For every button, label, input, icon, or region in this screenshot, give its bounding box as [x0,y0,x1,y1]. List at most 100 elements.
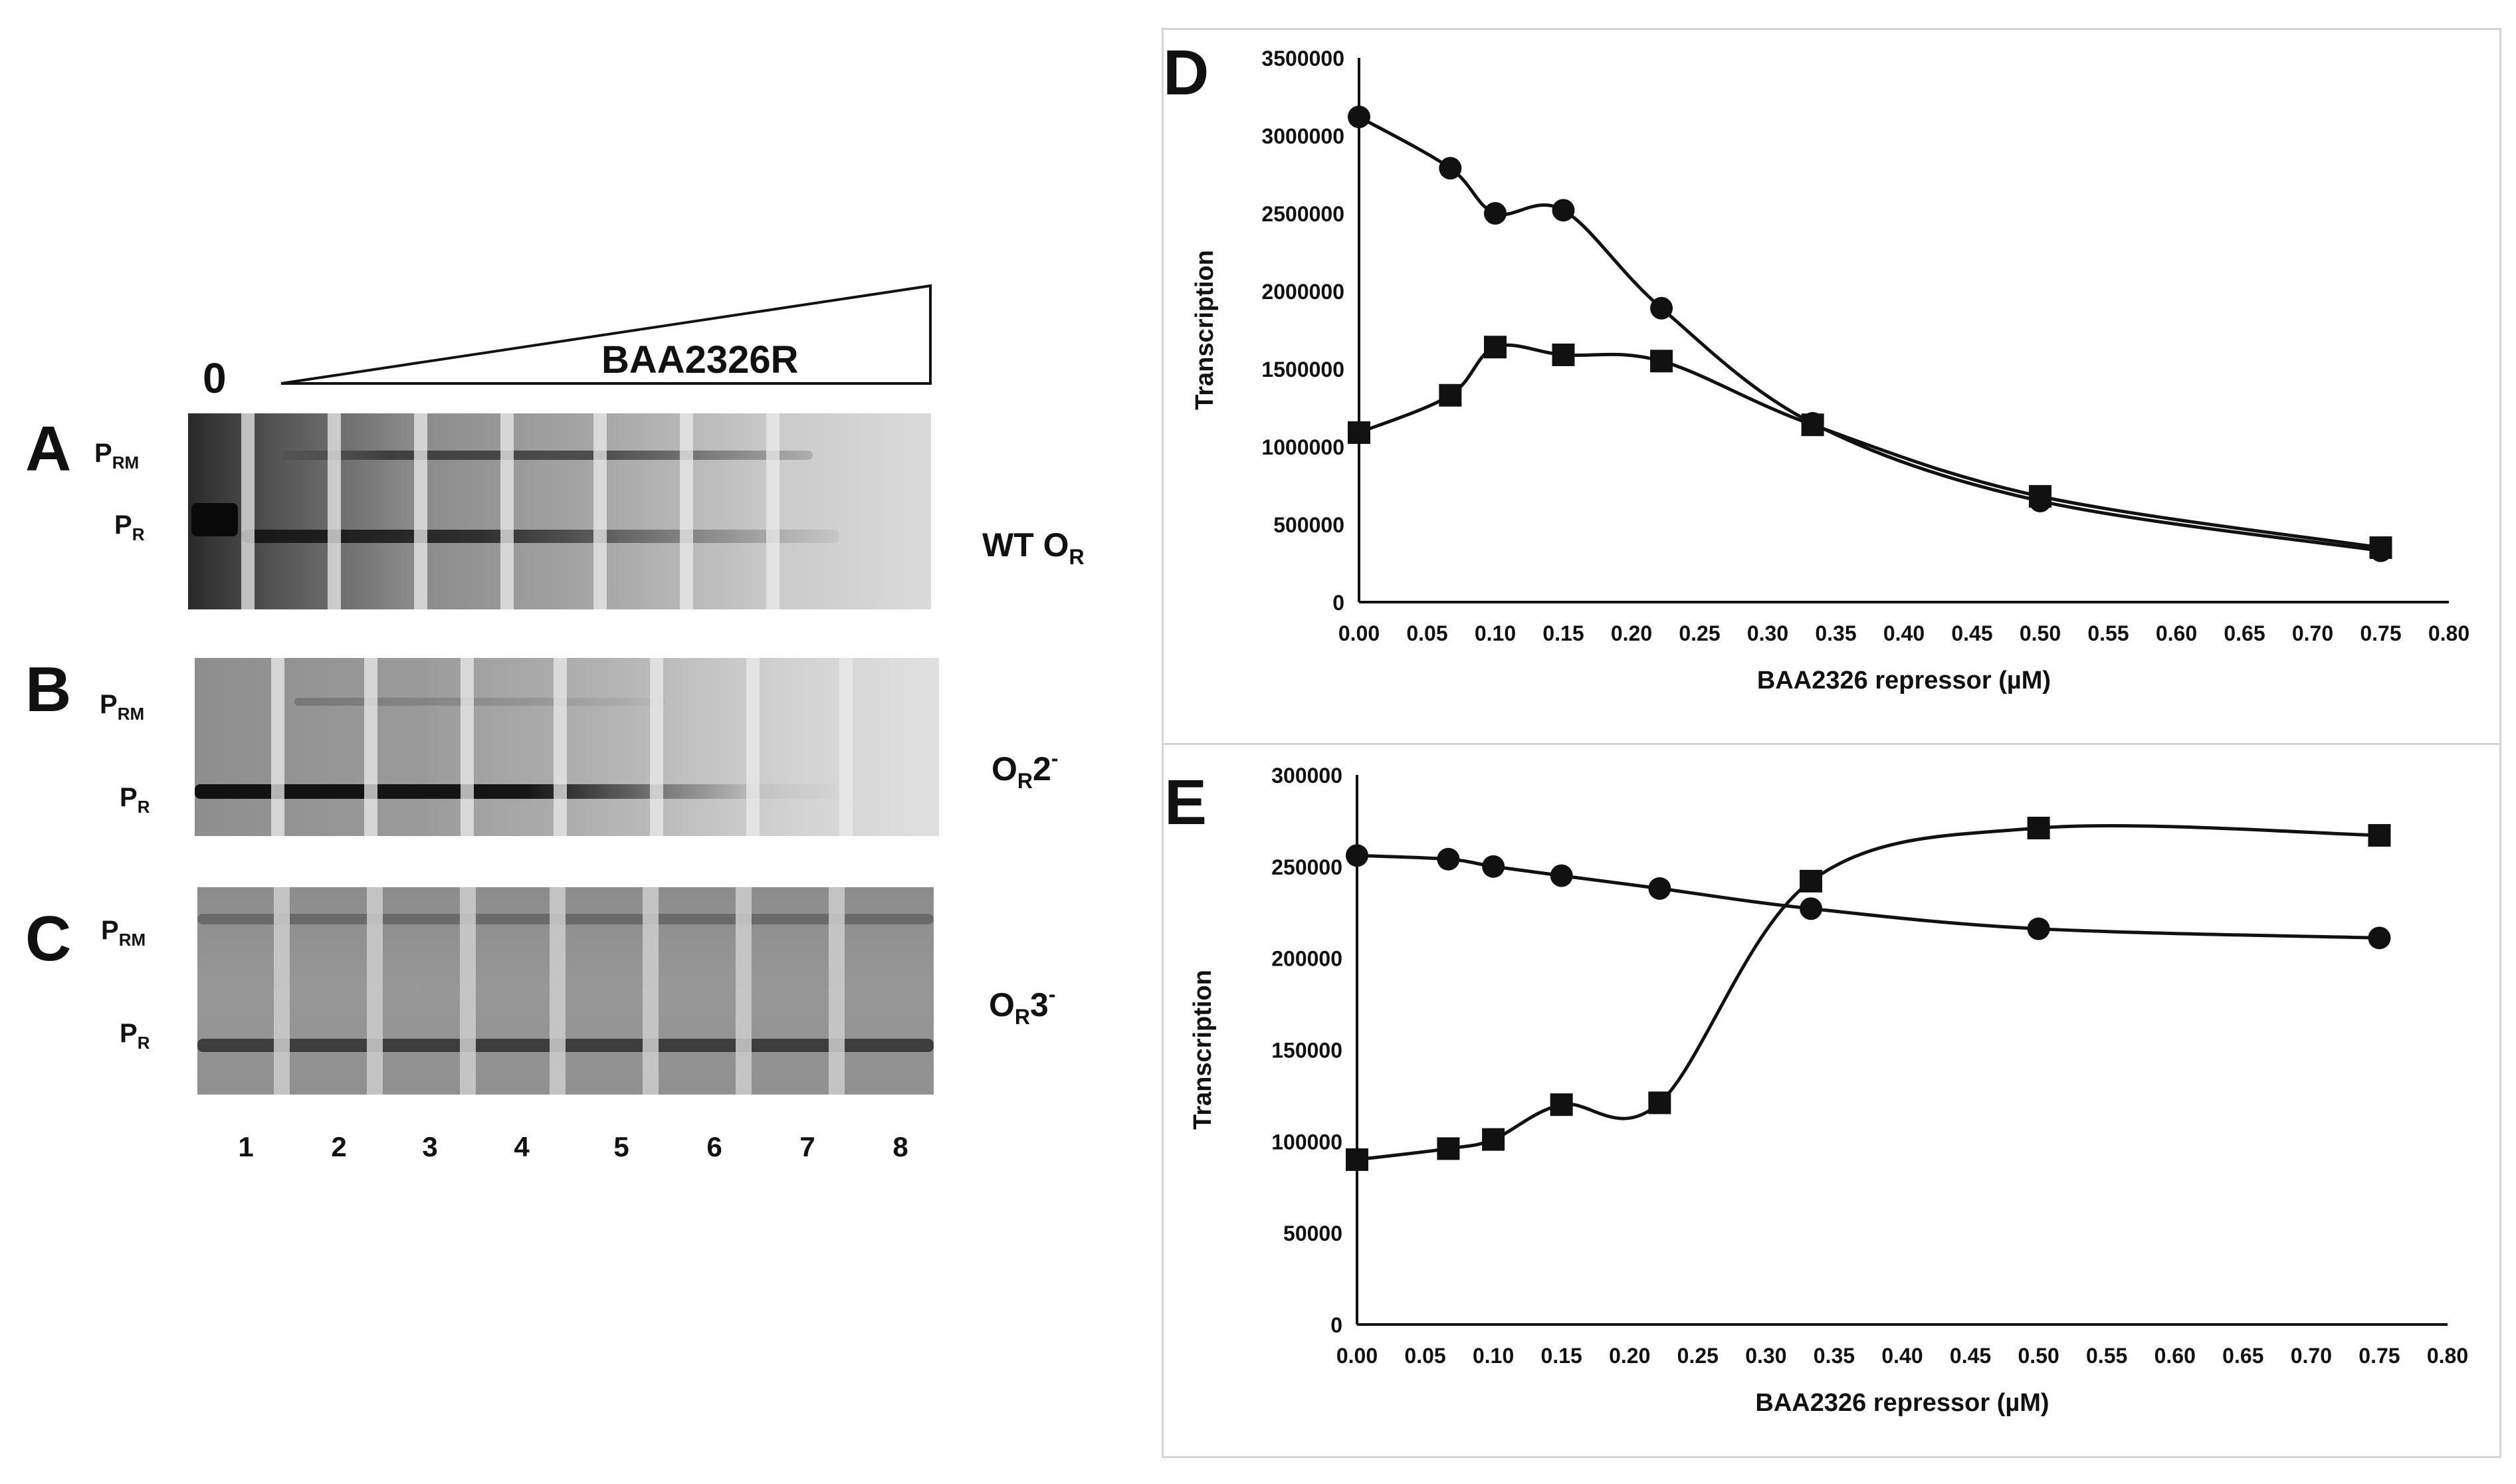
pr-label-a: PR [114,510,145,544]
prm-label-b: PRM [100,690,145,724]
gel-b-lane-gap [650,658,663,836]
chart-d-square-marker [1484,336,1507,359]
gel-b-pr-band [195,784,859,799]
gel-c-lane-gap [550,887,566,1095]
gel-a-lane-gap [414,413,427,609]
gel-a [188,413,931,609]
chart-d-square-marker [1439,383,1462,407]
chart-d-square-marker [2029,484,2051,508]
chart-d-x-tick-label: 0.65 [2224,621,2265,645]
chart-d-circle-marker [1348,105,1370,128]
prm-label-c: PRM [101,916,146,950]
lane-number: 2 [331,1131,347,1162]
condition-label-c: OR3- [989,982,1056,1029]
chart-d-square-marker [1650,350,1673,373]
gel-a-lane-gap [500,413,514,609]
chart-e-x-tick-label: 0.50 [2018,1344,2059,1368]
chart-e-x-tick-label: 0.25 [1677,1344,1719,1368]
panel-letter-e: E [1164,767,1207,838]
chart-d-x-tick-label: 0.20 [1611,621,1652,645]
chart-e-square-marker [1482,1128,1505,1151]
chart-e-y-tick-label: 300000 [1271,764,1342,788]
chart-d-x-tick-label: 0.70 [2292,621,2333,645]
panel-letter-b: B [25,654,72,725]
chart-d-y-tick-label: 2500000 [1261,202,1344,226]
gel-b-lane-gap [271,658,284,836]
gel-a-lane-gap [241,413,255,609]
gel-c-prm-band [197,914,934,924]
gel-b-lane-gap [839,658,853,836]
chart-d-x-tick-label: 0.75 [2360,621,2401,645]
gel-c-pr-band [197,1039,934,1052]
lane-number: 3 [422,1131,438,1162]
pr-label-c: PR [120,1019,150,1053]
chart-e-x-tick-label: 0.10 [1473,1344,1514,1368]
chart-e-x-tick-label: 0.15 [1541,1344,1582,1368]
chart-e-x-tick-label: 0.20 [1609,1344,1650,1368]
chart-e-y-tick-label: 0 [1330,1313,1342,1337]
gel-c [197,887,934,1095]
chart-e-y-tick-label: 250000 [1271,855,1342,879]
chart-e-square-marker [1648,1091,1671,1114]
lane-number: 4 [514,1131,530,1162]
chart-e-circle-marker [1346,844,1368,867]
panel-letter-a: A [25,413,72,484]
chart-d-y-axis-title: Transcription [1191,250,1219,410]
chart-e-y-tick-label: 50000 [1283,1221,1342,1245]
pr-label-b: PR [120,783,150,817]
chart-e: 0 50000 100000 150000 200000 250000 300000 0.00… [1189,764,2468,1417]
chart-d-x-tick-label: 0.30 [1747,621,1788,645]
chart-d-square-marker [1801,413,1824,437]
chart-e-square-marker [1800,869,1823,893]
chart-e-x-tick-label: 0.75 [2359,1344,2400,1368]
chart-e-circle-marker [1550,864,1573,887]
chart-e-square-marker [1346,1148,1368,1171]
chart-e-circle-marker [2027,917,2050,940]
panel-letter-c: C [25,903,72,974]
chart-e-x-tick-label: 0.40 [1881,1344,1923,1368]
lane-number: 6 [706,1131,722,1162]
gel-a-pr-band-lane1 [191,503,238,536]
gel-b-lane-gap [364,658,377,836]
chart-d-y-tick-label: 1500000 [1261,358,1344,381]
chart-d-y-tick-label: 500000 [1273,513,1344,537]
chart-d-square-marker [1348,421,1370,444]
chart-e-series-line-square [1356,823,2380,1162]
lane-number: 8 [892,1131,908,1162]
gel-c-lane-gap [736,887,752,1095]
gel-c-lane-gap [367,887,383,1095]
zero-label: 0 [203,354,227,402]
chart-d-circle-marker [1650,296,1673,320]
chart-d-series-line-circle [1358,115,2381,553]
chart-d-x-tick-label: 0.40 [1883,621,1925,645]
chart-e-square-marker [1437,1137,1460,1160]
gel-a-lane-gap [593,413,607,609]
chart-d-x-tick-label: 0.15 [1542,621,1584,645]
chart-e-circle-marker [1437,847,1460,871]
chart-e-series-line-circle [1356,853,2380,940]
chart-e-square-marker [2027,816,2050,839]
chart-d-x-axis-title: BAA2326 repressor (µM) [1757,667,2051,694]
titration-protein-label: BAA2326R [601,338,799,381]
chart-d-circle-marker [1552,199,1575,222]
gel-a-prm-band [281,451,813,460]
chart-e-y-tick-label: 150000 [1271,1039,1342,1063]
chart-e-x-tick-label: 0.30 [1745,1344,1786,1368]
chart-e-circle-marker [1800,897,1823,920]
chart-d-y-tick-label: 3000000 [1261,124,1344,148]
chart-e-circle-marker [1482,855,1505,878]
chart-d-x-tick-label: 0.50 [2020,621,2061,645]
chart-e-y-axis-title: Transcription [1189,970,1217,1130]
gel-c-lane-gap [460,887,476,1095]
gel-b-lane-gap [554,658,567,836]
chart-e-x-tick-label: 0.05 [1404,1344,1445,1368]
chart-d-circle-marker [1439,157,1462,180]
chart-d-x-tick-label: 0.35 [1815,621,1856,645]
chart-e-x-tick-label: 0.00 [1336,1344,1378,1368]
chart-e-x-tick-label: 0.60 [2154,1344,2196,1368]
chart-d-x-tick-label: 0.10 [1475,621,1516,645]
chart-d-circle-marker [1484,202,1507,225]
chart-e-x-axis-title: BAA2326 repressor (µM) [1755,1389,2049,1417]
titration-wedge [280,284,932,385]
gel-b-prm-band [294,698,667,706]
